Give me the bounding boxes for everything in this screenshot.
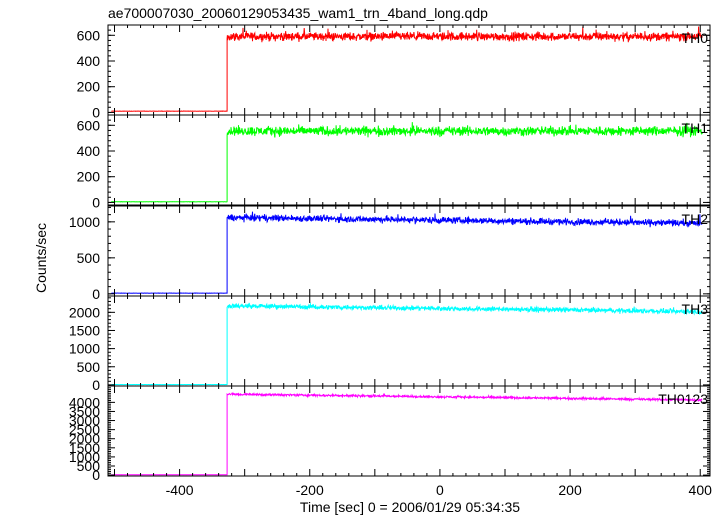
y-axis-label: Counts/sec	[33, 223, 49, 293]
y-tick-label: 2000	[69, 431, 100, 447]
y-tick-label: 3500	[69, 403, 100, 419]
x-tick-label: -200	[296, 482, 324, 498]
y-tick-label: 400	[77, 143, 101, 159]
y-tick-label: 600	[77, 117, 101, 133]
series-label-th0123: TH0123	[658, 391, 708, 407]
series-label-th3: TH3	[682, 301, 709, 317]
y-tick-label: 200	[77, 169, 101, 185]
panel-frame	[107, 114, 711, 206]
y-tick-label: 2500	[69, 422, 100, 438]
y-tick-label: 500	[77, 458, 101, 474]
series-line-th3	[111, 302, 703, 386]
panel-th2: 0 500 1000 TH2	[69, 205, 711, 302]
y-tick-label: 0	[92, 467, 100, 483]
y-tick-label: 500	[77, 359, 101, 375]
x-axis-label: Time [sec] 0 = 2006/01/29 05:34:35	[300, 499, 520, 515]
series-label-th1: TH1	[682, 120, 709, 136]
series-line-th2	[111, 211, 703, 294]
panel-th1: 0 200 400 600 TH1	[77, 114, 711, 210]
y-tick-label: 2000	[69, 304, 100, 320]
y-tick-label: 500	[77, 250, 101, 266]
series-label-th2: TH2	[682, 211, 709, 227]
series-line-th1	[111, 122, 703, 203]
y-tick-label: 200	[77, 79, 101, 95]
y-tick-label: 400	[77, 53, 101, 69]
panel-th3: 0 500 1000 1500 2000 TH3	[69, 295, 711, 393]
y-tick-label: 0	[92, 194, 100, 210]
y-tick-label: 600	[77, 27, 101, 43]
series-line-th0123	[111, 391, 703, 476]
y-tick-label: 1000	[69, 214, 100, 230]
x-tick-label: 0	[436, 482, 444, 498]
panel-th0: 0 200 400 600 TH0	[77, 24, 711, 120]
x-axis: -400 -200 0 200 400	[166, 482, 713, 498]
y-tick-label: 1500	[69, 440, 100, 456]
plot-title: ae700007030_20060129053435_wam1_trn_4ban…	[108, 5, 488, 21]
x-tick-label: 400	[689, 482, 713, 498]
series-line-th0	[111, 26, 703, 112]
y-tick-label: 0	[92, 104, 100, 120]
y-tick-label: 1500	[69, 322, 100, 338]
y-tick-label: 1000	[69, 341, 100, 357]
x-tick-label: -400	[166, 482, 194, 498]
y-tick-label: 1000	[69, 449, 100, 465]
x-tick-label: 200	[558, 482, 582, 498]
series-label-th0: TH0	[682, 30, 709, 46]
y-tick-label: 0	[92, 377, 100, 393]
y-tick-label: 4000	[69, 394, 100, 410]
y-tick-label: 3000	[69, 413, 100, 429]
y-tick-label: 0	[92, 286, 100, 302]
